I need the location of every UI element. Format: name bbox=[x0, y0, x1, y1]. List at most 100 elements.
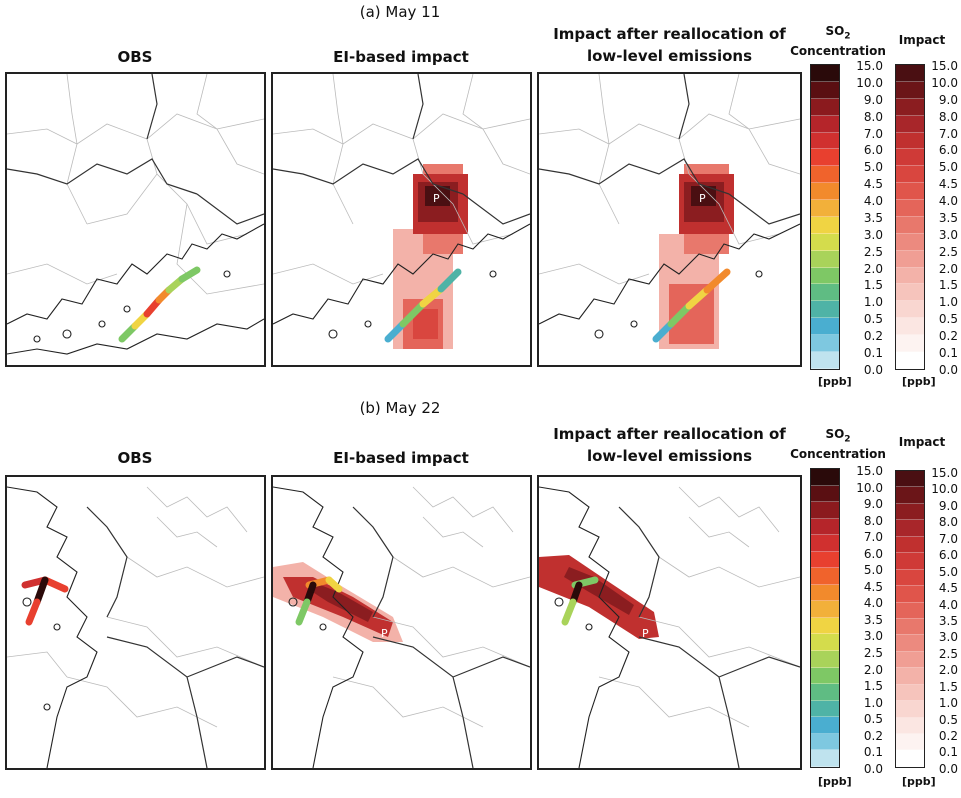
colorbar-tick-label: 3.5 bbox=[938, 210, 958, 225]
cb-title-conc-b: SO2 Concentration bbox=[788, 427, 888, 462]
cb-title-line2: Concentration bbox=[790, 447, 886, 462]
colorbar-tick-label: 2.0 bbox=[863, 261, 883, 276]
cb-title-prefix: SO bbox=[825, 24, 845, 38]
colorbar-tick-label: 7.0 bbox=[863, 126, 883, 141]
map-realloc-b: P bbox=[539, 486, 800, 768]
colorbar-cell bbox=[896, 318, 924, 335]
panel-title-obs-a: OBS bbox=[117, 48, 153, 66]
cb-unit-conc-a: [ppb] bbox=[818, 375, 852, 388]
colorbar-tick-label: 4.0 bbox=[938, 597, 958, 612]
colorbar-tick-label: 5.0 bbox=[863, 160, 883, 175]
colorbar-cell bbox=[896, 250, 924, 268]
colorbar-cell bbox=[811, 149, 839, 167]
colorbar-tick-label: 0.0 bbox=[863, 761, 883, 776]
colorbar-cell bbox=[896, 701, 924, 718]
colorbar-cell bbox=[896, 233, 924, 251]
coastline bbox=[273, 223, 530, 339]
coastline bbox=[273, 486, 364, 768]
colorbar-tick-label: 5.0 bbox=[938, 564, 958, 579]
colorbar-tick-label: 4.5 bbox=[863, 579, 883, 594]
colorbar-tick-label: 5.0 bbox=[863, 563, 883, 578]
panel-title-line2: low-level emissions bbox=[586, 447, 752, 465]
cb-title-impact-a: Impact bbox=[898, 33, 946, 47]
colorbar-cell bbox=[811, 216, 839, 234]
colorbar-tick-label: 1.5 bbox=[938, 679, 958, 694]
colorbar-impact-b bbox=[895, 470, 925, 768]
panel-title-line1: Impact after reallocation of bbox=[553, 425, 786, 443]
region-boundaries bbox=[7, 74, 264, 295]
region-boundaries bbox=[332, 486, 530, 728]
colorbar-cell bbox=[811, 667, 839, 685]
colorbar-cell bbox=[811, 733, 839, 751]
map-panel-realloc-b: P bbox=[537, 475, 802, 770]
colorbar-cell bbox=[896, 351, 924, 369]
cb-title-line2: Concentration bbox=[790, 44, 886, 59]
colorbar-tick-label: 10.0 bbox=[931, 75, 958, 90]
province-boundaries bbox=[352, 506, 530, 768]
cb-title-sub: 2 bbox=[844, 31, 851, 42]
colorbar-tick-label: 9.0 bbox=[938, 498, 958, 513]
colorbar-concentration-b bbox=[810, 468, 840, 768]
colorbar-tick-label: 7.0 bbox=[938, 126, 958, 141]
colorbar-cell bbox=[896, 487, 924, 504]
colorbar-tick-label: 3.5 bbox=[863, 210, 883, 225]
cb-title-sub: 2 bbox=[844, 434, 851, 445]
obs-flight-track bbox=[118, 266, 201, 343]
obs-flight-track bbox=[561, 576, 599, 626]
coastline bbox=[539, 223, 800, 339]
colorbar-cell bbox=[896, 635, 924, 652]
province-boundaries bbox=[539, 74, 800, 225]
region-boundaries bbox=[7, 486, 264, 728]
panel-title-realloc-a: Impact after reallocation of low-level e… bbox=[537, 23, 802, 67]
power-plant-marker: P bbox=[433, 192, 440, 205]
colorbar-tick-label: 2.5 bbox=[863, 646, 883, 661]
colorbar-cell bbox=[811, 233, 839, 251]
map-panel-obs-a bbox=[5, 72, 266, 367]
colorbar-labels-impact-a: 15.0 10.0 9.0 8.0 7.0 6.0 5.0 4.5 4.0 3.5 3.0 2.5 2.… bbox=[926, 58, 958, 379]
colorbar-cell bbox=[896, 183, 924, 200]
map-panel-ei-b: P bbox=[271, 475, 532, 770]
colorbar-tick-label: 8.0 bbox=[938, 515, 958, 530]
colorbar-tick-label: 6.0 bbox=[863, 143, 883, 158]
colorbar-tick-label: 8.0 bbox=[863, 513, 883, 528]
map-ei-a: P bbox=[273, 74, 530, 349]
colorbar-cell bbox=[811, 469, 839, 486]
colorbar-tick-label: 1.0 bbox=[938, 295, 958, 310]
colorbar-cell bbox=[896, 553, 924, 570]
colorbar-cell bbox=[896, 717, 924, 734]
colorbar-tick-label: 1.5 bbox=[938, 278, 958, 293]
colorbar-cell bbox=[896, 200, 924, 217]
cb-title-impact-b: Impact bbox=[898, 435, 946, 449]
colorbar-tick-label: 4.5 bbox=[938, 177, 958, 192]
row-title-a: (a) May 11 bbox=[359, 3, 441, 21]
region-boundaries bbox=[598, 486, 800, 728]
colorbar-tick-label: 0.1 bbox=[938, 345, 958, 360]
colorbar-cell bbox=[896, 301, 924, 319]
colorbar-cell bbox=[811, 651, 839, 668]
colorbar-cell bbox=[811, 250, 839, 268]
colorbar-cell bbox=[811, 351, 839, 369]
colorbar-concentration-a bbox=[810, 64, 840, 370]
power-plant-marker: P bbox=[642, 627, 649, 640]
map-panel-obs-b bbox=[5, 475, 266, 770]
colorbar-tick-label: 3.0 bbox=[938, 227, 958, 242]
colorbar-tick-label: 1.0 bbox=[863, 695, 883, 710]
colorbar-cell bbox=[811, 115, 839, 133]
colorbar-tick-label: 2.5 bbox=[938, 244, 958, 259]
colorbar-cell bbox=[811, 634, 839, 652]
colorbar-tick-label: 6.0 bbox=[863, 546, 883, 561]
colorbar-cell bbox=[896, 335, 924, 352]
colorbar-tick-label: 0.5 bbox=[863, 312, 883, 327]
colorbar-tick-label: 1.5 bbox=[863, 278, 883, 293]
map-ei-b: P bbox=[273, 486, 530, 768]
colorbar-cell bbox=[896, 684, 924, 702]
colorbar-tick-label: 15.0 bbox=[931, 466, 958, 480]
map-obs-b bbox=[7, 486, 264, 768]
colorbar-cell bbox=[811, 318, 839, 335]
colorbar-cell bbox=[811, 601, 839, 618]
colorbar-cell bbox=[896, 166, 924, 184]
colorbar-tick-label: 2.0 bbox=[938, 261, 958, 276]
colorbar-cell bbox=[896, 284, 924, 302]
province-boundaries bbox=[7, 74, 264, 225]
colorbar-cell bbox=[896, 471, 924, 488]
